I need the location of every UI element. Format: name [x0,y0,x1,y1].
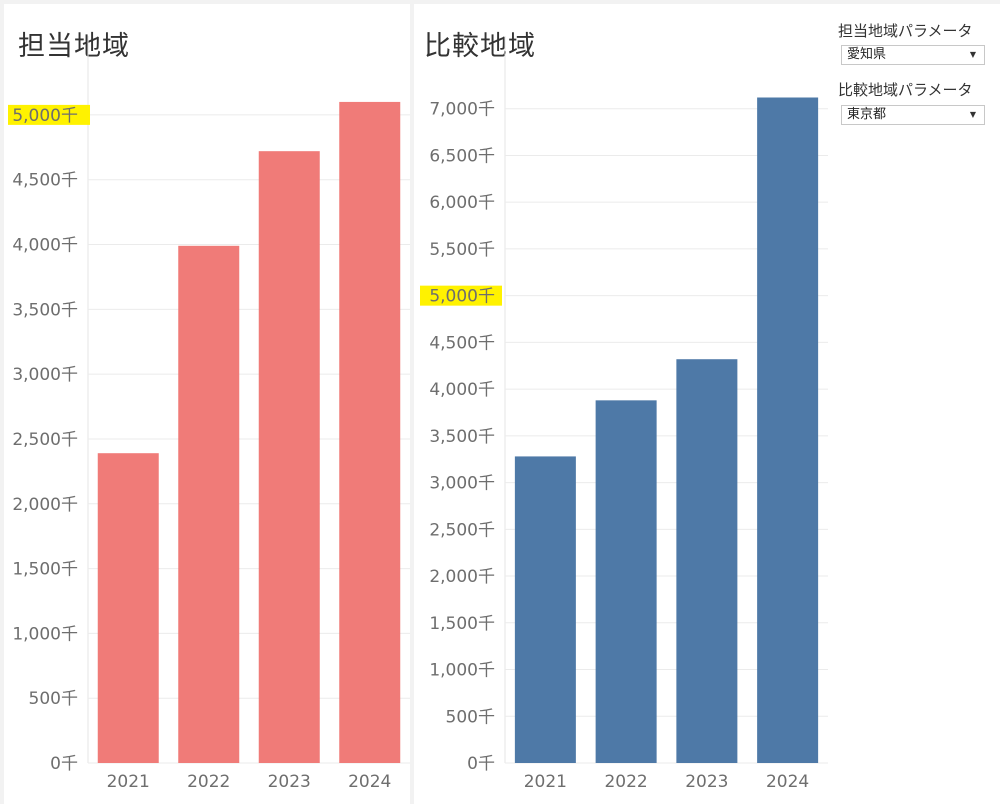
region-parameter-dropdown[interactable]: 愛知県 ▼ [841,45,985,65]
y-tick-label: 4,000千 [12,236,78,256]
y-tick-label: 7,000千 [429,100,495,120]
right-bar-chart: 0千 500千 1,000千 1,500千 2,000千 2,500千 3,000千 3,50… [420,36,828,792]
highlight-marker [420,285,502,306]
x-tick-label: 2024 [766,772,809,792]
bar-2023[interactable] [676,359,738,763]
bar-2024[interactable] [757,97,819,764]
x-tick-label: 2021 [524,772,567,792]
x-tick-label: 2023 [268,772,311,792]
region-parameter-value: 愛知県 [847,47,887,62]
left-bar-chart: 0千 500千 1,000千 1,500千 2,000千 2,500千 3,000千 3,50… [8,36,410,792]
y-tick-label: 2,500千 [12,430,78,450]
y-tick-label: 500千 [446,707,495,727]
bar-2022[interactable] [595,400,657,763]
y-tick-label: 3,000千 [429,474,495,494]
comparison-parameter-dropdown[interactable]: 東京都 ▼ [841,105,985,125]
bar-2021[interactable] [514,456,576,763]
y-tick-label: 0千 [50,754,78,774]
y-tick-label: 4,000千 [429,380,495,400]
y-tick-label: 1,500千 [12,560,78,580]
bar-2023[interactable] [258,151,320,763]
x-tick-label: 2024 [348,772,391,792]
highlight-marker [8,104,90,125]
right-chart-title: 比較地域 [424,31,536,62]
y-tick-label: 5,000千 [12,106,78,126]
y-tick-label: 1,000千 [429,661,495,681]
y-tick-label: 3,500千 [429,427,495,447]
y-tick-label: 6,000千 [429,193,495,213]
y-tick-label: 4,500千 [12,171,78,191]
y-tick-label: 1,500千 [429,614,495,634]
bar-2022[interactable] [178,245,240,763]
y-tick-label: 2,000千 [429,567,495,587]
dropdown-arrow-icon: ▼ [969,50,977,59]
y-tick-label: 5,000千 [429,287,495,307]
region-parameter-label: 担当地域パラメータ [838,22,973,40]
y-tick-label: 6,500千 [429,146,495,166]
x-tick-label: 2022 [187,772,230,792]
y-tick-label: 0千 [467,754,495,774]
y-tick-label: 2,000千 [12,495,78,515]
y-tick-label: 1,000千 [12,624,78,644]
y-tick-label: 3,500千 [12,300,78,320]
y-tick-label: 500千 [29,689,78,709]
y-tick-label: 5,500千 [429,240,495,260]
x-tick-label: 2023 [685,772,728,792]
comparison-parameter-label: 比較地域パラメータ [838,81,973,99]
dropdown-arrow-icon: ▼ [969,110,977,119]
y-tick-label: 3,000千 [12,365,78,385]
bar-2021[interactable] [97,453,159,763]
left-chart-title: 担当地域 [18,31,130,62]
x-tick-label: 2021 [107,772,150,792]
comparison-parameter-value: 東京都 [847,107,887,122]
y-tick-label: 4,500千 [429,333,495,353]
y-tick-label: 2,500千 [429,520,495,540]
bar-2024[interactable] [339,101,401,763]
x-tick-label: 2022 [604,772,647,792]
